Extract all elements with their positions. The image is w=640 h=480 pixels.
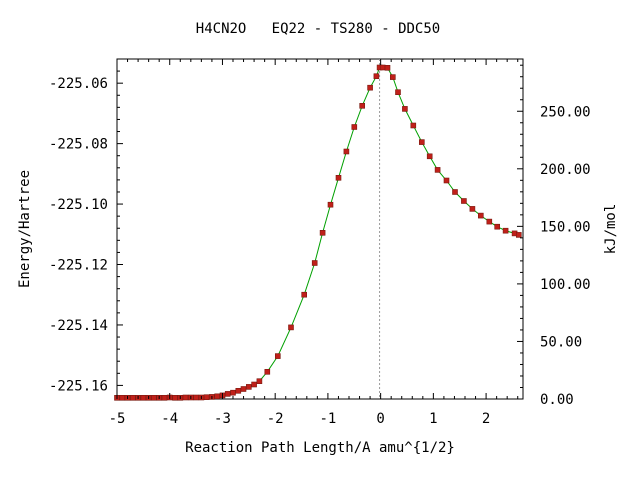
data-point [327, 201, 334, 208]
data-point [214, 393, 220, 400]
x-tick-label: 2 [482, 411, 490, 427]
x-tick-label: -4 [161, 411, 178, 427]
y-tick-label: -225.12 [49, 258, 108, 274]
data-point [402, 106, 408, 112]
y2-tick-label: 0.00 [540, 392, 574, 408]
x-tick-label: 1 [429, 411, 437, 427]
y2-axis-label: kJ/mol [603, 204, 619, 255]
y2-tick-label: 100.00 [540, 277, 591, 293]
data-point [256, 378, 263, 385]
data-point [426, 153, 433, 160]
data-point [461, 198, 467, 204]
data-point [469, 206, 476, 212]
data-point [119, 394, 126, 401]
data-point [151, 394, 157, 401]
x-tick-label: -5 [109, 411, 126, 427]
data-point [515, 232, 522, 238]
data-point [230, 389, 236, 396]
energy-curve [117, 67, 519, 399]
data-point [193, 394, 199, 401]
x-axis-ticks: -5 -4 -3 -2 -1 0 1 2 [109, 59, 519, 427]
data-point-group [114, 64, 522, 401]
y2-tick-label: 150.00 [540, 219, 591, 235]
data-point [288, 324, 294, 331]
y2-axis-ticks: 250.00 200.00 150.00 100.00 50.00 0.00 [517, 64, 591, 408]
chart-title: H4CN2O EQ22 - TS280 - DDC50 [196, 21, 440, 37]
data-point [203, 394, 210, 401]
data-point [235, 387, 242, 394]
data-point [477, 212, 484, 219]
data-point [335, 175, 342, 181]
data-point [389, 74, 396, 80]
data-point [182, 394, 189, 401]
data-point [240, 386, 247, 392]
data-point [434, 167, 441, 173]
data-point [274, 353, 281, 359]
data-point [502, 227, 509, 234]
data-point [418, 139, 425, 145]
x-axis-label: Reaction Path Length/A amu^{1/2} [185, 440, 455, 456]
y-tick-label: -225.16 [49, 378, 108, 394]
data-point [410, 122, 417, 129]
y-tick-label: -225.08 [49, 137, 108, 153]
data-point [443, 177, 450, 184]
y-tick-label: -225.10 [49, 197, 108, 213]
y-tick-label: -225.06 [49, 76, 108, 92]
data-point [264, 368, 271, 375]
data-point [395, 89, 401, 95]
data-point [343, 148, 350, 155]
y2-tick-label: 250.00 [540, 104, 591, 120]
y-axis-label: Energy/Hartree [17, 170, 33, 288]
data-point [359, 103, 366, 109]
data-point [251, 381, 257, 388]
x-tick-label: -2 [267, 411, 284, 427]
data-point [373, 73, 380, 79]
x-tick-label: -3 [214, 411, 231, 427]
x-tick-label: 0 [376, 411, 384, 427]
y2-tick-label: 200.00 [540, 162, 591, 178]
data-point [161, 394, 168, 401]
data-point [379, 64, 386, 71]
data-point [130, 394, 136, 401]
y-tick-label: -225.14 [49, 318, 108, 334]
data-point [452, 189, 458, 195]
data-point [172, 394, 178, 401]
data-point [486, 218, 493, 225]
y-axis-ticks: -225.06 -225.08 -225.10 -225.12 -225.14 -225.… [49, 58, 123, 394]
data-point [301, 291, 308, 298]
plot-frame [116, 58, 524, 400]
y2-tick-label: 50.00 [540, 334, 582, 350]
data-point [384, 65, 391, 71]
data-point [140, 394, 147, 401]
data-point [246, 384, 252, 390]
data-point [224, 391, 231, 397]
data-point [351, 124, 358, 130]
data-point [494, 223, 501, 230]
data-point [367, 84, 373, 91]
data-point [311, 260, 318, 266]
data-point [319, 230, 326, 236]
x-tick-label: -1 [319, 411, 336, 427]
